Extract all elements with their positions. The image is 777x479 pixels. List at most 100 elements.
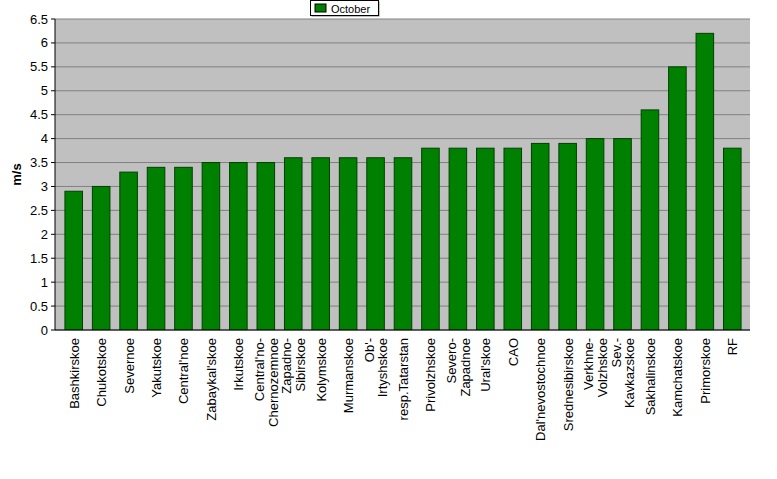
- bar: [641, 110, 659, 330]
- bar: [504, 148, 522, 330]
- grid-line: [55, 66, 750, 67]
- bar: [559, 143, 577, 330]
- legend: October: [311, 1, 380, 17]
- x-tick-label-line: Privolzhskoe: [423, 338, 438, 412]
- bar: [367, 158, 385, 330]
- y-tick: [51, 138, 55, 139]
- x-tick-label: Verkhne-Volzhskoe: [581, 338, 610, 397]
- x-tick-label-line: Yakutskoe: [149, 338, 164, 398]
- y-tick-label: 3.5: [30, 155, 48, 170]
- y-tick: [51, 234, 55, 235]
- x-tick-label-line: Murmanskoe: [341, 338, 356, 413]
- bar: [531, 143, 549, 330]
- x-tick-label: Privolzhskoe: [423, 338, 438, 412]
- x-tick-label: Murmanskoe: [341, 338, 356, 413]
- y-tick-label: 5: [41, 83, 48, 98]
- x-tick-label: Chukotskoe: [94, 338, 109, 407]
- bar: [230, 163, 248, 330]
- x-tick-label-line: Ural'skoe: [478, 338, 493, 392]
- x-tick-label-line: Central'noe: [176, 338, 191, 404]
- x-tick-label: Severo-Zapadnoe: [444, 338, 473, 397]
- bar: [284, 158, 302, 330]
- bar: [696, 33, 714, 330]
- x-axis: [55, 330, 750, 331]
- grid-line: [55, 90, 750, 91]
- x-tick-label: Kolymskoe: [313, 338, 328, 402]
- y-tick: [51, 186, 55, 187]
- y-tick: [51, 66, 55, 67]
- x-tick-label-line: RF: [725, 338, 740, 355]
- x-tick-label: Zapadno-Sibirskoe: [279, 338, 308, 394]
- x-tick-label-line: CAO: [505, 338, 520, 366]
- x-tick-label: Dal'nevostochnoe: [533, 338, 548, 441]
- y-tick: [51, 42, 55, 43]
- grid-line: [55, 42, 750, 43]
- y-tick-label: 0: [41, 323, 48, 338]
- x-tick-label-line: Srednesibirskoe: [560, 338, 575, 431]
- legend-swatch: [315, 4, 326, 12]
- bar: [339, 158, 357, 330]
- x-tick-label-line: Dal'nevostochnoe: [533, 338, 548, 441]
- bar: [92, 186, 110, 330]
- y-tick-label: 2: [41, 227, 48, 242]
- x-tick-label-line: Irtyshskoe: [375, 338, 390, 397]
- y-tick: [51, 258, 55, 259]
- x-tick-label: Bashkirskoe: [66, 338, 81, 409]
- y-tick-label: 6: [41, 35, 48, 50]
- x-tick-label: Central'no-Chernozemnoe: [251, 338, 280, 427]
- x-tick-label: Ural'skoe: [478, 338, 493, 392]
- y-tick-label: 4: [41, 131, 48, 146]
- grid-line: [55, 330, 750, 331]
- x-tick-label-line: Kamchatskoe: [670, 338, 685, 417]
- y-tick: [51, 282, 55, 283]
- x-tick-label: Srednesibirskoe: [560, 338, 575, 431]
- grid-line: [55, 19, 750, 20]
- plot-area: [55, 19, 750, 330]
- x-tick-label: Yakutskoe: [149, 338, 164, 398]
- x-tick-label-line: Primorskoe: [697, 338, 712, 404]
- x-tick-label: CAO: [505, 338, 520, 366]
- x-tick-label: Kamchatskoe: [670, 338, 685, 417]
- y-tick-label: 6.5: [30, 12, 48, 27]
- y-tick: [51, 210, 55, 211]
- bar: [723, 148, 741, 330]
- x-tick-label: Ob'-Irtyshskoe: [361, 338, 390, 397]
- y-axis: [55, 19, 56, 330]
- y-tick-label: 4.5: [30, 107, 48, 122]
- bar: [477, 148, 495, 330]
- x-tick-label-line: resp.Tatarstan: [396, 338, 411, 420]
- x-tick-label: Primorskoe: [697, 338, 712, 404]
- bar: [257, 163, 275, 330]
- bar: [202, 163, 220, 330]
- y-tick-label: 0.5: [30, 299, 48, 314]
- y-tick-label: 1.5: [30, 251, 48, 266]
- bar: [449, 148, 467, 330]
- x-tick-label-line: Chukotskoe: [94, 338, 109, 407]
- x-tick-label-line: Kolymskoe: [313, 338, 328, 402]
- bar: [120, 172, 138, 330]
- y-tick: [51, 114, 55, 115]
- x-tick-label-line: Zabaykal'skoe: [203, 338, 218, 421]
- x-tick-label: Sakhalinskoe: [642, 338, 657, 415]
- bar: [65, 191, 83, 330]
- bar: [614, 139, 632, 330]
- x-tick-label-line: Severnoe: [121, 338, 136, 394]
- y-tick: [51, 19, 55, 20]
- y-tick: [51, 162, 55, 163]
- y-tick: [51, 306, 55, 307]
- x-tick-label: Severnoe: [121, 338, 136, 394]
- x-tick-label-line: Irkutskoe: [231, 338, 246, 391]
- x-tick-label-line: Bashkirskoe: [66, 338, 81, 409]
- chart: 00.511.522.533.544.555.566.5BashkirskoeC…: [0, 0, 777, 479]
- x-tick-label: resp.Tatarstan: [396, 338, 411, 420]
- bar: [669, 67, 687, 330]
- legend-box: [311, 1, 379, 16]
- bar: [586, 139, 604, 330]
- bar: [175, 167, 193, 330]
- y-tick-label: 2.5: [30, 203, 48, 218]
- x-tick-label: RF: [725, 338, 740, 355]
- legend-label: October: [331, 3, 370, 15]
- x-tick-label-line: Zapadnoe: [457, 338, 472, 397]
- legend-shadow: [312, 2, 380, 17]
- x-tick-label-line: Sakhalinskoe: [642, 338, 657, 415]
